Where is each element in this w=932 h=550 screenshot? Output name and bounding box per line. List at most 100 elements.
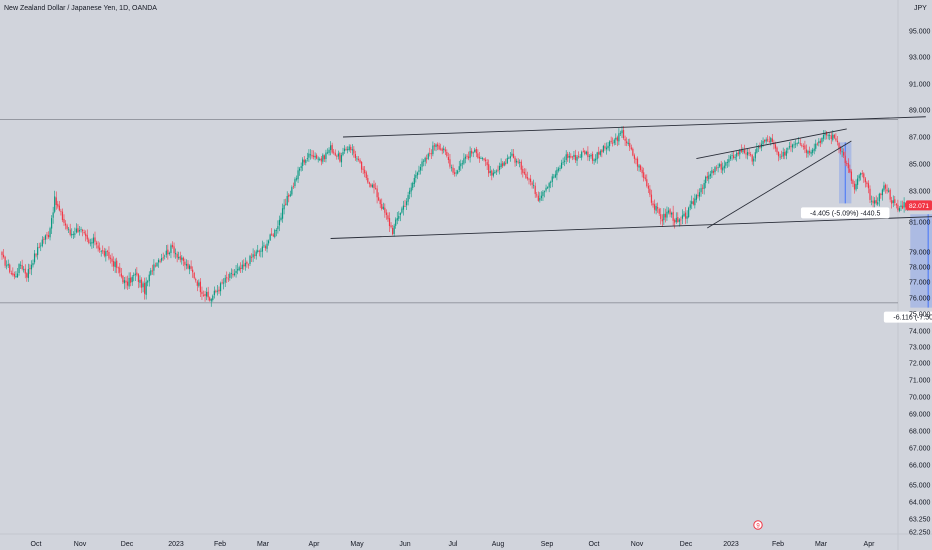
candle-body xyxy=(378,197,380,201)
candle-body xyxy=(613,139,615,144)
candle-body xyxy=(568,155,570,158)
candle-body xyxy=(275,230,277,231)
candle-body xyxy=(598,152,600,155)
trend-line[interactable] xyxy=(330,216,932,239)
candle-body xyxy=(525,173,527,178)
chart-title: New Zealand Dollar / Japanese Yen, 1D, O… xyxy=(4,5,157,12)
candle-body xyxy=(210,298,212,302)
trend-line[interactable] xyxy=(707,140,852,229)
trend-lines xyxy=(330,116,932,239)
candle-body xyxy=(85,233,87,237)
candle-body xyxy=(675,217,677,223)
candle-body xyxy=(619,132,622,134)
candle-body xyxy=(182,257,184,261)
candle-body xyxy=(467,156,470,159)
candle-body xyxy=(785,150,787,156)
candle-body xyxy=(133,275,135,276)
candle-body xyxy=(18,264,20,273)
candle-body xyxy=(131,276,133,283)
candle-body xyxy=(66,225,68,229)
candle-body xyxy=(874,200,876,204)
candle-body xyxy=(777,151,780,157)
candle-body xyxy=(334,152,336,156)
candle-body xyxy=(289,194,291,196)
candle-body xyxy=(852,180,854,184)
candle-body xyxy=(240,267,242,270)
candle-body xyxy=(154,265,157,267)
candle-body xyxy=(686,216,688,219)
candle-body xyxy=(793,144,795,146)
candle-body xyxy=(506,158,508,164)
candle-body xyxy=(514,157,516,163)
candle-body xyxy=(584,150,586,155)
candle-body xyxy=(636,158,639,167)
candle-body xyxy=(126,281,129,286)
candle-body xyxy=(540,195,542,199)
candle-body xyxy=(374,188,377,189)
candle-body xyxy=(402,205,405,210)
candle-body xyxy=(233,273,236,276)
x-tick-label: Aug xyxy=(492,541,505,548)
x-tick-label: Jul xyxy=(449,541,458,548)
currency-label: JPY xyxy=(914,5,927,12)
candle-body xyxy=(68,228,70,230)
candle-body xyxy=(297,170,299,180)
candle-body xyxy=(460,163,462,167)
candle-body xyxy=(52,212,54,218)
candle-body xyxy=(517,161,519,163)
candle-body xyxy=(314,155,316,158)
candle-body xyxy=(244,262,246,267)
candle-body xyxy=(570,156,572,158)
candle-body xyxy=(436,144,439,147)
candle-body xyxy=(463,158,465,164)
candle-body xyxy=(551,176,553,182)
candle-body xyxy=(23,269,25,271)
candle-body xyxy=(886,189,888,192)
candle-body xyxy=(905,203,907,208)
candle-body xyxy=(30,264,33,270)
candle-body xyxy=(15,276,17,277)
candle-body xyxy=(469,151,471,158)
trend-line[interactable] xyxy=(696,128,847,160)
candle-body xyxy=(336,155,338,157)
candle-body xyxy=(113,261,115,267)
y-tick-label: 73.000 xyxy=(909,345,931,352)
candle-body xyxy=(430,153,432,155)
y-tick-label: 70.000 xyxy=(909,395,931,402)
candle-body xyxy=(477,153,479,158)
candle-body xyxy=(680,219,682,221)
candle-body xyxy=(184,261,186,265)
candle-body xyxy=(82,229,84,232)
horizontal-levels xyxy=(0,119,898,304)
candle-body xyxy=(281,208,284,219)
trend-line[interactable] xyxy=(342,116,926,138)
candle-body xyxy=(221,282,223,284)
candle-body xyxy=(137,274,139,282)
candle-body xyxy=(543,191,546,193)
candle-body xyxy=(537,195,539,201)
candle-body xyxy=(308,153,310,158)
candle-body xyxy=(351,149,353,151)
measure-range[interactable] xyxy=(910,214,932,308)
candle-body xyxy=(643,172,645,178)
x-tick-label: Dec xyxy=(121,541,134,548)
candle-body xyxy=(627,142,629,145)
candle-body xyxy=(2,254,5,258)
candle-body xyxy=(630,147,632,150)
candle-body xyxy=(612,142,614,144)
volume-profile-marker-group[interactable]: 9 xyxy=(753,520,763,530)
candle-body xyxy=(481,158,484,159)
candle-body xyxy=(454,172,456,174)
volume-profile-marker[interactable] xyxy=(753,520,763,530)
candle-body xyxy=(452,167,454,173)
candle-body xyxy=(333,151,335,153)
candle-body xyxy=(10,273,12,274)
candle-body xyxy=(841,151,843,153)
candle-body xyxy=(458,166,460,170)
candle-body xyxy=(669,209,671,215)
candle-body xyxy=(35,254,37,256)
candle-body xyxy=(41,239,43,246)
candle-body xyxy=(108,252,110,259)
